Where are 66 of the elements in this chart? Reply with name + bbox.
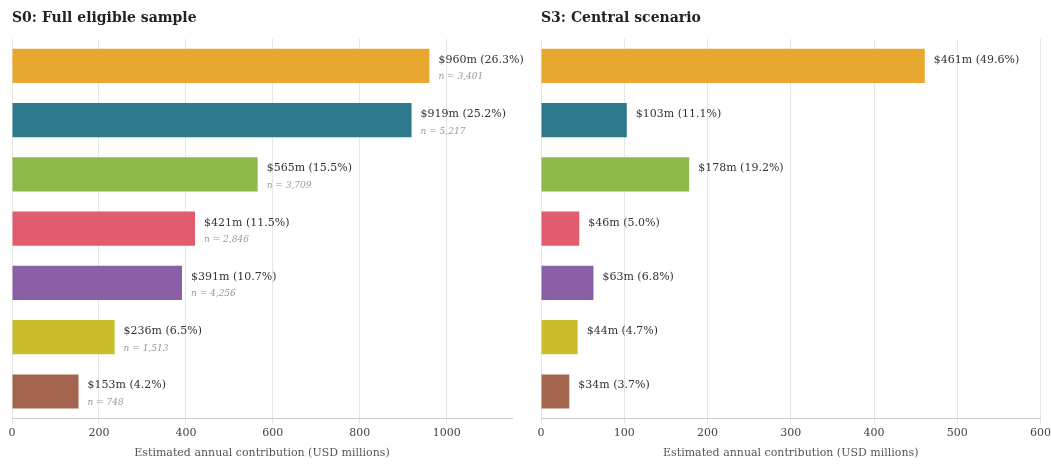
bar — [12, 265, 182, 301]
data-label: $103m — [635, 107, 675, 121]
x-tick-label: 200 — [88, 426, 110, 440]
bar — [12, 48, 430, 84]
x-tick-label: 100 — [613, 426, 635, 440]
bar — [541, 374, 570, 409]
data-label: $236m — [123, 324, 163, 338]
annotation: n = 3,401 — [438, 71, 484, 82]
x-tick-label: 1000 — [432, 426, 461, 440]
data-label: $34m — [578, 378, 611, 392]
annotation: n = 5,217 — [420, 125, 466, 136]
bar — [541, 103, 627, 138]
data-label: $461m — [933, 52, 973, 66]
annotation: (15.5%) — [308, 161, 353, 175]
annotation: (6.5%) — [165, 324, 203, 338]
x-tick-label: 800 — [349, 426, 371, 440]
bar — [12, 374, 79, 409]
data-label: $960m — [438, 52, 478, 66]
annotation: n = 3,709 — [266, 179, 312, 190]
data-label: $153m — [87, 378, 127, 392]
annotation: (3.7%) — [613, 378, 650, 392]
x-tick-label: 0 — [8, 426, 16, 440]
x-tick-label: 400 — [863, 426, 885, 440]
data-label: $46m — [588, 215, 621, 229]
annotation: (25.2%) — [462, 107, 507, 121]
annotation: n = 4,256 — [191, 288, 237, 299]
x-axis-title: Estimated annual contribution (USD millions) — [134, 446, 390, 460]
x-tick-label: 200 — [697, 426, 718, 440]
chart-title: S3: Central scenario — [541, 9, 701, 26]
data-label: $919m — [420, 107, 460, 121]
data-label: $421m — [204, 215, 244, 229]
data-label: $565m — [266, 161, 306, 175]
data-label: $391m — [191, 269, 230, 283]
annotation: (19.2%) — [740, 161, 784, 175]
x-tick-label: 400 — [175, 426, 197, 440]
annotation: (10.7%) — [232, 269, 277, 283]
bar — [12, 157, 258, 192]
bar — [541, 48, 925, 84]
bar — [541, 211, 580, 246]
bar — [541, 157, 690, 192]
data-label: $63m — [602, 269, 635, 283]
x-tick-label: 300 — [780, 426, 802, 440]
data-label: $178m — [698, 161, 738, 175]
bar — [12, 103, 412, 138]
x-tick-label: 600 — [262, 426, 284, 440]
bar — [12, 211, 196, 246]
annotation: (11.5%) — [245, 215, 290, 229]
annotation: (4.2%) — [129, 378, 166, 392]
bar — [541, 265, 594, 301]
bar — [541, 320, 578, 355]
x-axis-title: Estimated annual contribution (USD millions) — [663, 446, 919, 460]
x-tick-label: 500 — [946, 426, 968, 440]
annotation: (6.8%) — [637, 269, 674, 283]
annotation: (26.3%) — [480, 52, 524, 66]
annotation: n = 2,846 — [204, 234, 250, 245]
annotation: n = 1,513 — [123, 342, 169, 353]
annotation: (4.7%) — [621, 324, 659, 338]
annotation: (5.0%) — [623, 215, 660, 229]
annotation: (11.1%) — [677, 107, 722, 121]
x-tick-label: 600 — [1030, 426, 1051, 440]
annotation: n = 748 — [87, 396, 125, 407]
x-tick-label: 0 — [537, 426, 545, 440]
annotation: (49.6%) — [975, 52, 1020, 66]
data-label: $44m — [586, 324, 619, 338]
chart-title: S0: Full eligible sample — [12, 9, 197, 26]
bar — [12, 320, 115, 355]
